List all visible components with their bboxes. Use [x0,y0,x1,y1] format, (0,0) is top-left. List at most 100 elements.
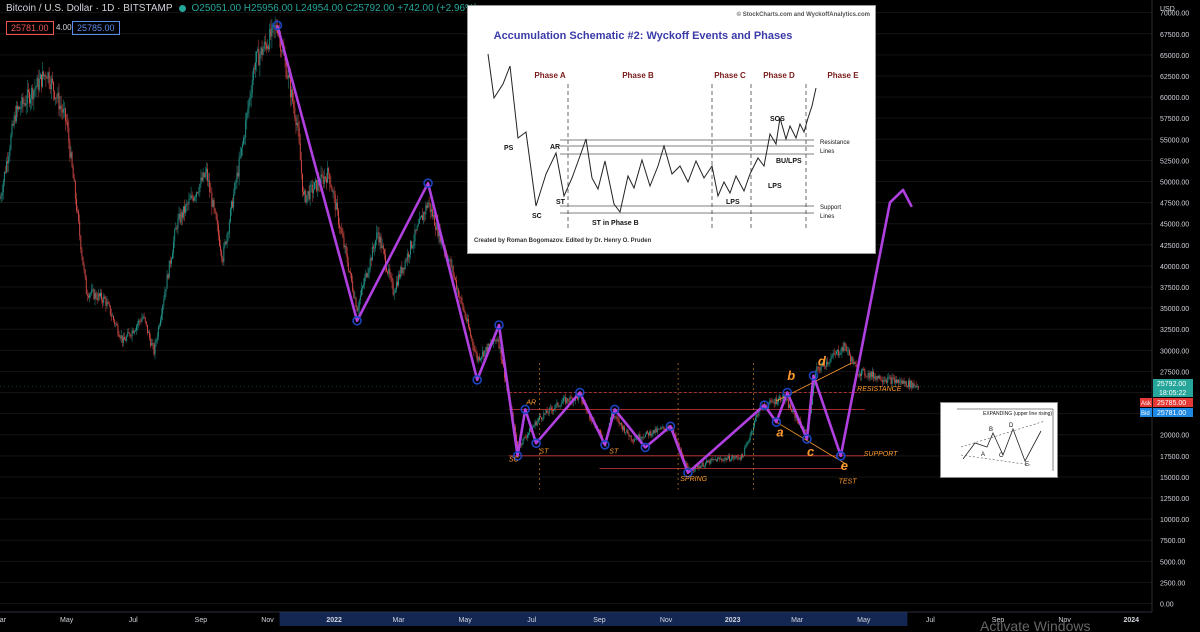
mini-point-label: D [1009,423,1014,429]
candle-body [223,246,225,263]
candle-body [49,84,51,90]
x-tick-label: Jul [129,617,138,624]
candle-body [167,274,169,279]
candle-body [734,457,736,459]
candle-body [247,108,249,114]
candle-body [329,173,331,185]
candle-body [345,245,347,253]
candle-body [901,380,903,384]
candle-body [340,228,342,229]
schematic-event-st: ST [556,199,566,206]
candle-body [781,400,783,402]
candle-body [881,380,883,382]
candle-body [369,258,371,269]
candle-body [205,168,207,173]
candle-body [331,187,333,192]
candle-body [630,435,632,440]
candle-body [365,273,367,278]
candle-body [714,459,716,460]
candle-body [732,456,734,458]
candle-body [351,273,353,282]
candle-body [448,259,450,262]
candle-body [900,380,902,382]
candle-body [878,375,880,379]
candle-body [846,350,848,352]
candle-body [252,68,254,81]
candle-body [124,337,125,340]
candle-body [336,202,338,210]
candle-body [216,219,218,225]
candle-body [234,182,236,195]
schematic-credit-top: © StockCharts.com and WyckoffAnalytics.c… [737,11,870,18]
candle-body [570,396,572,399]
candle-body [886,380,888,383]
candle-body [844,342,846,346]
y-tick-label: 32500.00 [1160,327,1189,334]
candle-body [119,336,121,339]
mini-point-label: C [999,453,1004,459]
candle-body [8,156,10,164]
candle-body [464,312,466,318]
candle-body [742,454,743,457]
candle-body [127,332,129,337]
candle-body [326,178,327,183]
candle-body [26,89,28,104]
candle-body [821,362,823,367]
candle-body [415,229,417,231]
symbol-title[interactable]: Bitcoin / U.S. Dollar · 1D · BITSTAMP [6,3,173,14]
candle-body [215,212,217,220]
candle-body [117,325,119,335]
candle-body [461,297,463,304]
candle-body [458,288,460,297]
candle-body [105,298,107,306]
y-tick-label: 57500.00 [1160,116,1189,123]
candle-body [872,371,873,377]
candle-body [722,459,724,461]
candle-body [298,127,300,143]
candle-body [129,333,131,336]
candle-body [70,152,72,158]
candle-body [885,380,887,381]
candle-body [258,48,260,66]
candle-body [412,245,414,249]
candle-body [525,437,527,439]
candle-body [86,294,88,296]
candle-body [896,380,897,383]
candle-body [322,176,324,184]
candle-body [41,74,42,87]
candle-body [3,171,5,182]
candle-body [516,435,517,442]
candle-body [95,292,97,299]
candle-body [652,430,654,435]
candle-body [703,465,705,467]
candle-body [55,97,57,99]
candle-body [98,293,100,297]
candle-body [677,441,679,444]
candle-body [246,113,248,121]
candle-body [835,351,837,355]
buy-price-box[interactable]: 25785.00 [72,21,120,35]
candle-body [2,181,4,193]
candle-body [180,212,182,223]
candle-body [154,342,156,355]
candle-body [157,326,159,337]
candle-body [617,418,619,420]
candle-body [656,428,658,432]
candle-body [831,356,833,358]
candle-body [305,190,307,203]
candle-body [853,361,855,365]
candle-body [162,305,164,315]
candle-body [619,422,621,425]
candle-body [370,258,372,261]
candle-body [203,172,205,178]
candle-body [115,323,117,325]
x-tick-label: 2022 [326,617,342,624]
candle-body [715,459,717,462]
candle-body [475,351,477,354]
candle-body [390,275,392,279]
sell-price-box[interactable]: 25781.00 [6,21,54,35]
candle-body [235,182,237,184]
candle-body [141,318,143,322]
